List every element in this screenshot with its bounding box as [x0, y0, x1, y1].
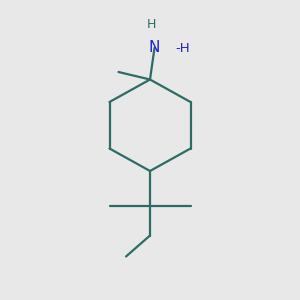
- Text: N: N: [149, 40, 160, 56]
- Text: H: H: [147, 19, 156, 32]
- Text: -H: -H: [176, 41, 190, 55]
